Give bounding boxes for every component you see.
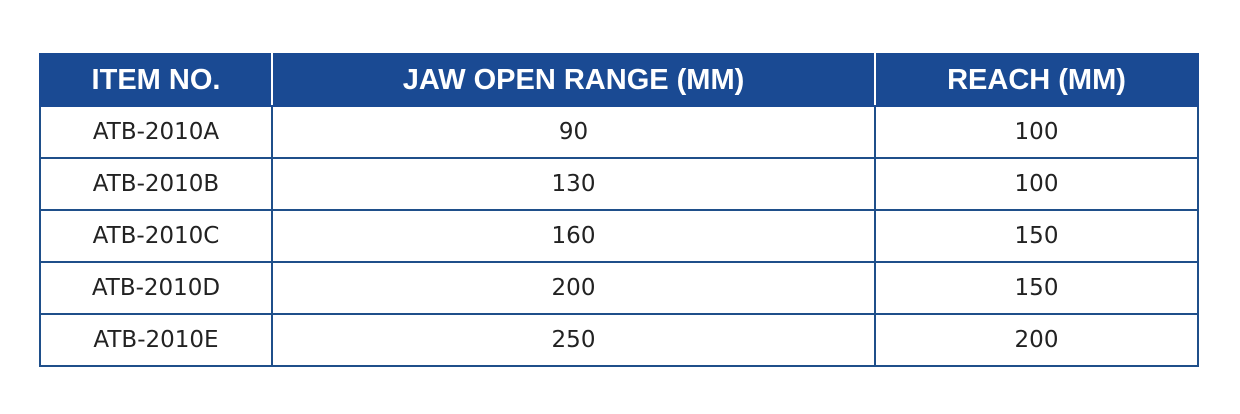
- cell-jaw-open-range: 90: [271, 105, 876, 159]
- cell-jaw-open-range: 130: [271, 157, 876, 211]
- table-row: ATB-2010E 250 200: [39, 313, 1199, 367]
- cell-reach: 100: [874, 105, 1199, 159]
- cell-item-no: ATB-2010D: [39, 261, 273, 315]
- cell-reach: 100: [874, 157, 1199, 211]
- cell-item-no: ATB-2010E: [39, 313, 273, 367]
- cell-reach: 150: [874, 209, 1199, 263]
- header-jaw-open-range: JAW OPEN RANGE (MM): [271, 53, 876, 107]
- table-row: ATB-2010B 130 100: [39, 157, 1199, 211]
- cell-reach: 150: [874, 261, 1199, 315]
- spec-table: ITEM NO. JAW OPEN RANGE (MM) REACH (MM) …: [39, 53, 1199, 367]
- cell-item-no: ATB-2010A: [39, 105, 273, 159]
- header-row: ITEM NO. JAW OPEN RANGE (MM) REACH (MM): [39, 53, 1199, 107]
- header-reach: REACH (MM): [874, 53, 1199, 107]
- cell-item-no: ATB-2010B: [39, 157, 273, 211]
- table-row: ATB-2010D 200 150: [39, 261, 1199, 315]
- header-item-no: ITEM NO.: [39, 53, 273, 107]
- cell-jaw-open-range: 160: [271, 209, 876, 263]
- cell-jaw-open-range: 250: [271, 313, 876, 367]
- cell-item-no: ATB-2010C: [39, 209, 273, 263]
- cell-jaw-open-range: 200: [271, 261, 876, 315]
- table-row: ATB-2010C 160 150: [39, 209, 1199, 263]
- cell-reach: 200: [874, 313, 1199, 367]
- table-row: ATB-2010A 90 100: [39, 105, 1199, 159]
